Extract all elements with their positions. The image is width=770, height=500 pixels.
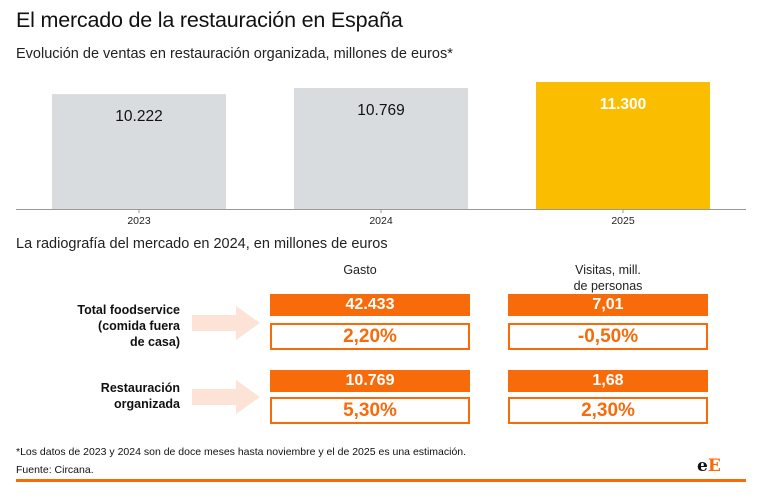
row-label-line: organizada	[114, 397, 180, 411]
visitas-change-total: -0,50%	[508, 323, 708, 350]
visitas-change-restauracion: 2,30%	[508, 397, 708, 424]
logo-letter-E: E	[707, 456, 721, 476]
data-label: 10.769	[357, 102, 404, 119]
gasto-change-restauracion: 5,30%	[270, 397, 470, 424]
row-label-line: (comida fuera	[98, 319, 180, 333]
column-header-visitas-line2: de personas	[573, 279, 643, 293]
gasto-value-restauracion: 10.769	[270, 370, 470, 392]
column-header-visitas-line1: Visitas, mill.	[575, 263, 641, 277]
data-label: 11.300	[600, 96, 647, 113]
x-tick-label: 2025	[611, 215, 635, 227]
bottom-rule	[16, 479, 746, 482]
arrow-icon	[192, 306, 260, 340]
x-tick-label: 2024	[369, 215, 393, 227]
column-header-gasto: Gasto	[343, 263, 377, 277]
row-label-line: Total foodservice	[77, 303, 180, 317]
data-label: 10.222	[115, 108, 162, 125]
visitas-value-total: 7,01	[508, 294, 708, 316]
chart-subtitle: Evolución de ventas en restauración orga…	[16, 46, 453, 62]
x-tick-label: 2023	[127, 215, 151, 227]
publisher-logo: eE	[697, 456, 721, 476]
market-section-title: La radiografía del mercado en 2024, en m…	[16, 236, 388, 252]
column-header-visitas: Visitas, mill. de personas	[548, 262, 668, 294]
footnote: *Los datos de 2023 y 2024 son de doce me…	[16, 446, 467, 458]
row-label-restauracion-organizada: Restauración organizada	[40, 380, 180, 412]
arrow-icon	[192, 380, 260, 414]
source-note: Fuente: Circana.	[16, 464, 94, 476]
row-label-line: Restauración	[100, 381, 180, 395]
gasto-change-total: 2,20%	[270, 323, 470, 350]
bar	[294, 87, 468, 209]
logo-letter-e: e	[697, 456, 708, 476]
bar	[52, 94, 226, 209]
row-label-line: de casa)	[129, 335, 180, 349]
row-label-total-foodservice: Total foodservice (comida fuera de casa)	[40, 302, 180, 350]
gasto-value-total: 42.433	[270, 294, 470, 316]
visitas-value-restauracion: 1,68	[508, 370, 708, 392]
page-title: El mercado de la restauración en España	[16, 8, 403, 32]
bar-chart: 10.222 2023 10.769 2024 11.300 2025	[16, 82, 746, 227]
bar	[536, 82, 710, 209]
